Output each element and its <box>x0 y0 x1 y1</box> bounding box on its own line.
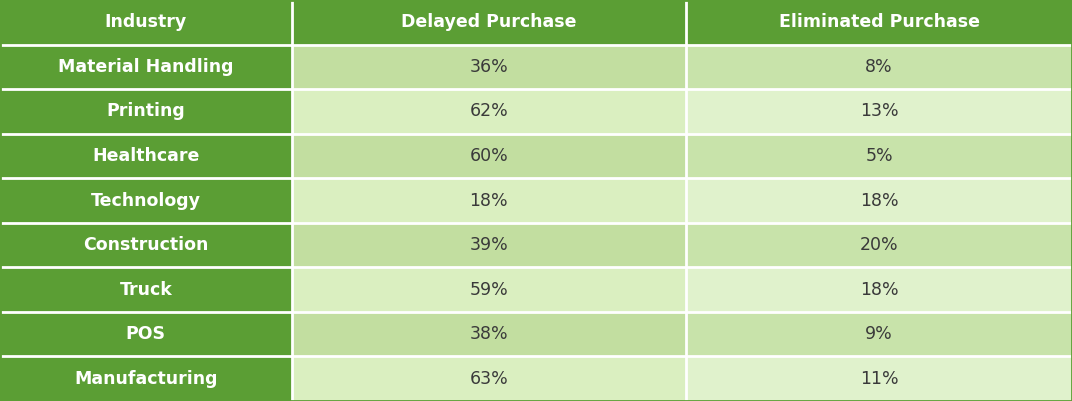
Bar <box>0 134 292 178</box>
Bar <box>292 356 686 401</box>
Bar <box>686 223 1072 267</box>
Text: 18%: 18% <box>470 192 508 209</box>
Text: 39%: 39% <box>470 236 508 254</box>
Text: 38%: 38% <box>470 325 508 343</box>
Text: POS: POS <box>125 325 166 343</box>
Text: Construction: Construction <box>84 236 208 254</box>
Bar <box>686 0 1072 45</box>
Bar <box>0 312 292 356</box>
Bar <box>0 356 292 401</box>
Bar <box>292 178 686 223</box>
Bar <box>292 267 686 312</box>
Bar <box>0 89 292 134</box>
Bar <box>0 267 292 312</box>
Bar <box>686 45 1072 89</box>
Text: Material Handling: Material Handling <box>58 58 234 76</box>
Text: 9%: 9% <box>865 325 893 343</box>
Text: 36%: 36% <box>470 58 508 76</box>
Bar <box>686 312 1072 356</box>
Bar <box>0 0 292 45</box>
Bar <box>0 45 292 89</box>
Bar <box>686 178 1072 223</box>
Text: 11%: 11% <box>860 370 898 388</box>
Bar <box>292 89 686 134</box>
Text: 13%: 13% <box>860 102 898 120</box>
Text: Eliminated Purchase: Eliminated Purchase <box>778 13 980 31</box>
Bar <box>292 0 686 45</box>
Bar <box>0 178 292 223</box>
Text: 18%: 18% <box>860 192 898 209</box>
Text: 60%: 60% <box>470 147 508 165</box>
Bar <box>292 45 686 89</box>
Text: 62%: 62% <box>470 102 508 120</box>
Bar <box>686 356 1072 401</box>
Text: 8%: 8% <box>865 58 893 76</box>
Text: 5%: 5% <box>865 147 893 165</box>
Text: Truck: Truck <box>119 281 173 299</box>
Text: Technology: Technology <box>91 192 200 209</box>
Bar <box>686 267 1072 312</box>
Bar <box>686 134 1072 178</box>
Text: Printing: Printing <box>106 102 185 120</box>
Bar <box>0 223 292 267</box>
Bar <box>292 223 686 267</box>
Text: Delayed Purchase: Delayed Purchase <box>401 13 577 31</box>
Text: Healthcare: Healthcare <box>92 147 199 165</box>
Bar <box>686 89 1072 134</box>
Text: 18%: 18% <box>860 281 898 299</box>
Text: 20%: 20% <box>860 236 898 254</box>
Text: 63%: 63% <box>470 370 508 388</box>
Text: 59%: 59% <box>470 281 508 299</box>
Bar <box>292 134 686 178</box>
Text: Manufacturing: Manufacturing <box>74 370 218 388</box>
Text: Industry: Industry <box>105 13 187 31</box>
Bar <box>292 312 686 356</box>
